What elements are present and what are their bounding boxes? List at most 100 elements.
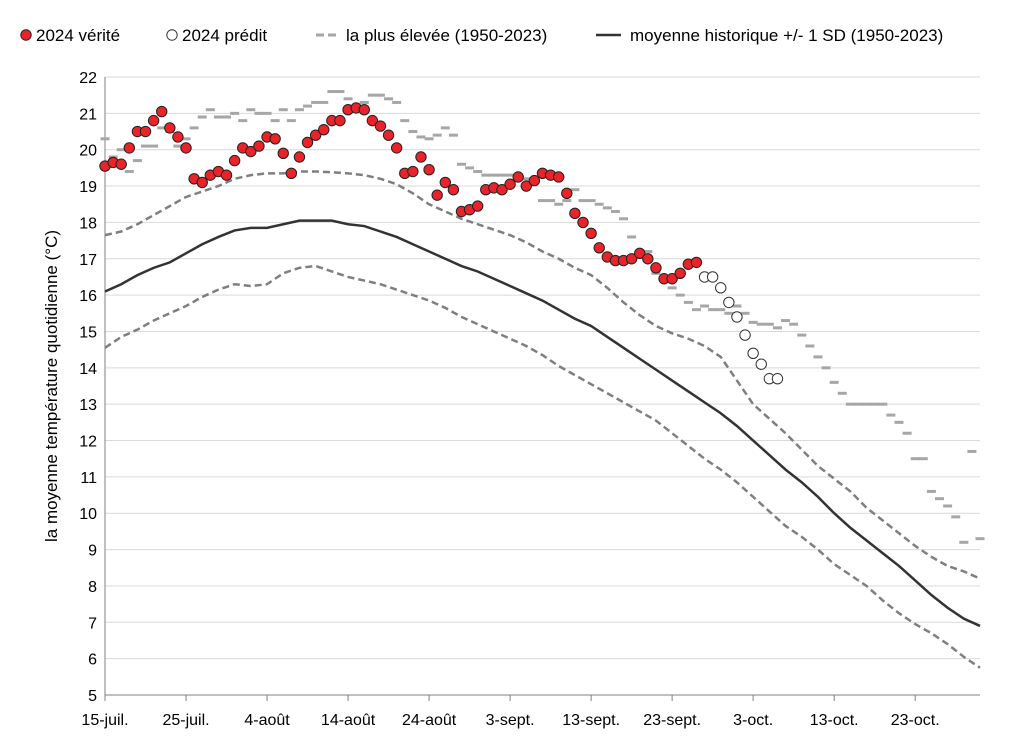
truth-point <box>666 273 678 285</box>
truth-point <box>366 114 379 127</box>
truth-point <box>423 164 435 176</box>
truth-point <box>569 207 581 220</box>
truth-point <box>253 140 265 152</box>
mean-series <box>104 219 981 628</box>
legend-predicted-marker <box>166 29 178 41</box>
truth-series <box>99 102 703 285</box>
mean-line <box>104 219 981 628</box>
legend-truth-marker <box>20 29 32 41</box>
sd-series <box>104 170 981 669</box>
y-tick-label: 19 <box>79 179 97 196</box>
y-tick-label: 20 <box>79 143 97 160</box>
x-tick-label: 15-juil. <box>81 712 128 729</box>
y-tick-labels: 5 6 7 8 9 10 11 12 13 14 15 16 17 18 19 20 21 22 <box>79 70 97 705</box>
truth-point <box>245 145 257 158</box>
y-tick-label: 13 <box>79 397 97 414</box>
x-tick-labels: 15-juil. 25-juil. 4-août 14-août 24-août 3-se… <box>81 712 939 729</box>
truth-point <box>277 147 289 160</box>
truth-point <box>553 171 565 183</box>
truth-point <box>528 174 541 187</box>
truth-point <box>407 165 419 178</box>
y-axis-title: la moyenne température quotidienne (°C) <box>42 230 61 542</box>
predicted-point <box>706 271 719 283</box>
legend-label: la plus élevée (1950-2023) <box>346 26 547 45</box>
y-tick-label: 12 <box>79 434 97 451</box>
legend-label: moyenne historique +/- 1 SD (1950-2023) <box>630 26 943 45</box>
predicted-point <box>731 311 743 323</box>
truth-point <box>382 129 395 141</box>
predicted-point <box>755 358 767 370</box>
truth-point <box>147 114 160 127</box>
truth-point <box>269 133 281 145</box>
truth-point <box>293 151 306 163</box>
truth-point <box>520 180 532 192</box>
predicted-point <box>739 329 751 341</box>
truth-point <box>447 183 460 196</box>
truth-point <box>496 183 508 196</box>
x-tick-label: 25-juil. <box>162 712 209 729</box>
truth-point <box>228 154 241 167</box>
x-tick-label: 3-sept. <box>486 712 535 729</box>
upper-sd-line <box>104 170 981 580</box>
truth-point <box>285 167 298 180</box>
truth-point <box>139 125 152 138</box>
grid-lines <box>105 76 980 660</box>
truth-point <box>471 200 484 212</box>
truth-point <box>301 136 314 149</box>
y-tick-label: 16 <box>79 288 97 305</box>
axes <box>104 77 980 701</box>
truth-point <box>115 158 127 170</box>
truth-point <box>585 227 597 240</box>
y-tick-label: 18 <box>79 215 97 232</box>
truth-point <box>123 142 136 154</box>
y-tick-label: 14 <box>79 361 97 378</box>
lower-sd-line <box>104 264 981 669</box>
truth-point <box>220 169 233 181</box>
legend-label: 2024 prédit <box>182 26 267 45</box>
x-tick-label: 3-oct. <box>733 712 773 729</box>
truth-point <box>374 120 387 132</box>
truth-point <box>634 247 646 260</box>
truth-point <box>674 267 686 280</box>
x-tick-label: 14-août <box>321 712 376 729</box>
y-tick-label: 9 <box>88 543 97 560</box>
y-tick-label: 21 <box>79 106 97 123</box>
predicted-point <box>771 373 784 385</box>
y-tick-label: 22 <box>79 70 97 87</box>
y-tick-label: 15 <box>79 324 97 341</box>
x-tick-label: 4-août <box>244 712 290 729</box>
y-tick-label: 5 <box>88 688 97 705</box>
legend: 2024 vérité 2024 prédit la plus élevée (19… <box>20 26 943 45</box>
y-tick-label: 11 <box>80 470 97 487</box>
truth-point <box>439 176 451 189</box>
x-tick-label: 13-oct. <box>810 712 859 729</box>
y-tick-label: 6 <box>88 652 97 669</box>
truth-point <box>431 189 443 201</box>
truth-point <box>577 216 589 229</box>
truth-point <box>318 124 330 136</box>
truth-point <box>561 187 573 200</box>
truth-point <box>504 178 516 190</box>
y-tick-label: 7 <box>88 615 97 632</box>
truth-point <box>650 262 662 274</box>
truth-point <box>172 131 184 143</box>
truth-point <box>309 129 322 141</box>
truth-point <box>642 253 654 265</box>
truth-point <box>512 171 524 183</box>
legend-label: 2024 vérité <box>36 26 120 45</box>
x-tick-label: 23-oct. <box>891 712 940 729</box>
truth-point <box>625 253 638 265</box>
predicted-point <box>747 347 759 359</box>
x-tick-label: 24-août <box>402 712 457 729</box>
truth-point <box>415 151 427 163</box>
predicted-series <box>698 271 784 385</box>
truth-point <box>593 242 605 254</box>
truth-point <box>358 104 370 116</box>
truth-point <box>196 176 208 189</box>
truth-point <box>164 122 176 134</box>
truth-point <box>690 256 703 269</box>
predicted-point <box>715 282 727 294</box>
x-tick-label: 13-sept. <box>562 712 620 729</box>
x-tick-label: 23-sept. <box>643 712 701 729</box>
